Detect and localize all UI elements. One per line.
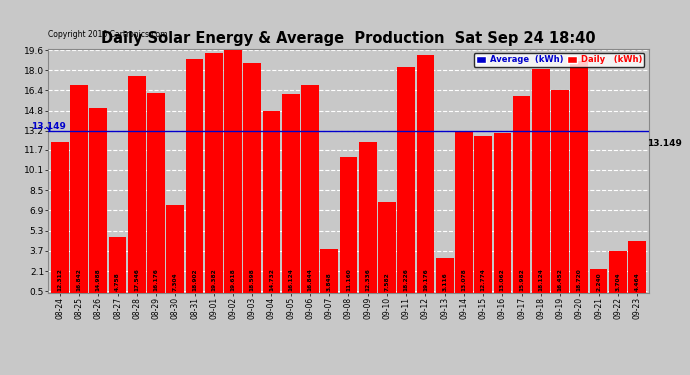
Bar xyxy=(301,85,319,297)
Bar xyxy=(70,85,88,297)
Bar xyxy=(282,94,299,297)
Bar xyxy=(590,269,607,297)
Bar xyxy=(493,133,511,297)
Text: 4.464: 4.464 xyxy=(635,272,640,291)
Text: 16.124: 16.124 xyxy=(288,268,293,291)
Text: 16.844: 16.844 xyxy=(308,268,313,291)
Bar xyxy=(513,96,531,297)
Bar xyxy=(417,56,434,297)
Text: 17.546: 17.546 xyxy=(135,268,139,291)
Bar xyxy=(186,59,204,297)
Bar xyxy=(551,90,569,297)
Bar xyxy=(90,108,107,297)
Text: Copyright 2016 Cartronics.com: Copyright 2016 Cartronics.com xyxy=(48,30,168,39)
Text: 16.452: 16.452 xyxy=(558,268,562,291)
Text: 19.618: 19.618 xyxy=(230,268,235,291)
Text: 2.240: 2.240 xyxy=(596,272,601,291)
Bar xyxy=(628,241,646,297)
Bar xyxy=(532,69,550,297)
Text: 12.336: 12.336 xyxy=(365,268,371,291)
Text: 19.176: 19.176 xyxy=(423,268,428,291)
Bar xyxy=(320,249,338,297)
Bar xyxy=(205,53,223,297)
Text: 18.598: 18.598 xyxy=(250,268,255,291)
Bar xyxy=(571,61,588,297)
Bar xyxy=(609,251,627,297)
Text: 4.758: 4.758 xyxy=(115,272,120,291)
Text: 3.848: 3.848 xyxy=(326,272,332,291)
Text: 18.124: 18.124 xyxy=(538,268,543,291)
Bar xyxy=(474,136,492,297)
Text: 16.176: 16.176 xyxy=(154,268,159,291)
Bar xyxy=(455,132,473,297)
Text: 14.732: 14.732 xyxy=(269,268,274,291)
Legend: Average  (kWh), Daily   (kWh): Average (kWh), Daily (kWh) xyxy=(474,53,644,67)
Text: 18.902: 18.902 xyxy=(192,268,197,291)
Bar xyxy=(397,68,415,297)
Bar xyxy=(147,93,165,297)
Text: 7.304: 7.304 xyxy=(172,272,178,291)
Text: 3.116: 3.116 xyxy=(442,272,447,291)
Bar xyxy=(378,202,396,297)
Bar xyxy=(244,63,261,297)
Bar xyxy=(128,76,146,297)
Text: 14.988: 14.988 xyxy=(96,268,101,291)
Bar xyxy=(51,142,69,297)
Text: 3.704: 3.704 xyxy=(615,272,620,291)
Text: 13.149: 13.149 xyxy=(647,139,682,148)
Text: 13.062: 13.062 xyxy=(500,268,505,291)
Bar xyxy=(263,111,280,297)
Bar xyxy=(339,157,357,297)
Text: 12.774: 12.774 xyxy=(481,268,486,291)
Bar xyxy=(436,258,453,297)
Text: 15.982: 15.982 xyxy=(519,268,524,291)
Text: 12.312: 12.312 xyxy=(57,268,62,291)
Text: 11.160: 11.160 xyxy=(346,268,351,291)
Title: Daily Solar Energy & Average  Production  Sat Sep 24 18:40: Daily Solar Energy & Average Production … xyxy=(101,31,595,46)
Bar xyxy=(224,50,242,297)
Bar xyxy=(166,205,184,297)
Bar xyxy=(359,142,377,297)
Text: 13.078: 13.078 xyxy=(462,268,466,291)
Text: 18.720: 18.720 xyxy=(577,268,582,291)
Text: 7.582: 7.582 xyxy=(384,272,389,291)
Text: 19.382: 19.382 xyxy=(211,268,216,291)
Text: 13.149: 13.149 xyxy=(31,123,66,132)
Text: 18.226: 18.226 xyxy=(404,268,408,291)
Bar xyxy=(109,237,126,297)
Text: 16.842: 16.842 xyxy=(77,268,81,291)
